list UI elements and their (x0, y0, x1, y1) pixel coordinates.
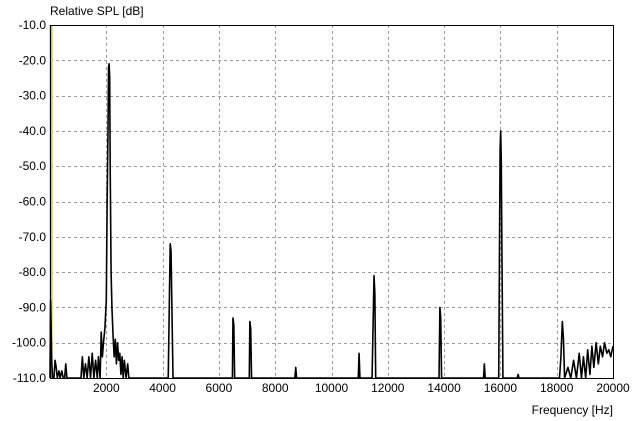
grid-layer (50, 25, 613, 378)
y-tick-label: -110.0 (13, 371, 46, 385)
x-tick-label: 20000 (596, 381, 630, 395)
x-tick-label: 14000 (427, 381, 461, 395)
y-tick-label: -80.0 (19, 265, 47, 279)
x-tick-labels: 2000 4000 6000 8000 10000 12000 14000 16000 1800… (93, 381, 630, 395)
y-tick-label: -90.0 (19, 300, 47, 314)
x-tick-label: 6000 (206, 381, 233, 395)
x-axis-title: Frequency [Hz] (532, 403, 613, 417)
y-tick-label: -60.0 (19, 195, 47, 209)
y-tick-label: -70.0 (19, 230, 47, 244)
x-tick-label: 8000 (262, 381, 289, 395)
y-tick-label: -20.0 (19, 53, 47, 67)
plot-frame (50, 25, 614, 379)
y-tick-label: -50.0 (19, 159, 47, 173)
x-tick-label: 18000 (540, 381, 574, 395)
y-tick-label: -100.0 (12, 336, 46, 350)
y-tick-label: -30.0 (19, 89, 47, 103)
y-tick-label: -10.0 (19, 18, 47, 32)
y-tick-labels: -10.0 -20.0 -30.0 -40.0 -50.0 -60.0 -70.0 -80.0… (12, 18, 46, 385)
y-axis-title: Relative SPL [dB] (50, 4, 144, 18)
spectrum-trace (49, 63, 614, 379)
x-tick-label: 10000 (315, 381, 349, 395)
x-tick-label: 16000 (484, 381, 518, 395)
x-tick-label: 2000 (93, 381, 120, 395)
x-tick-label: 4000 (149, 381, 176, 395)
x-tick-label: 12000 (371, 381, 405, 395)
y-tick-label: -40.0 (19, 124, 47, 138)
